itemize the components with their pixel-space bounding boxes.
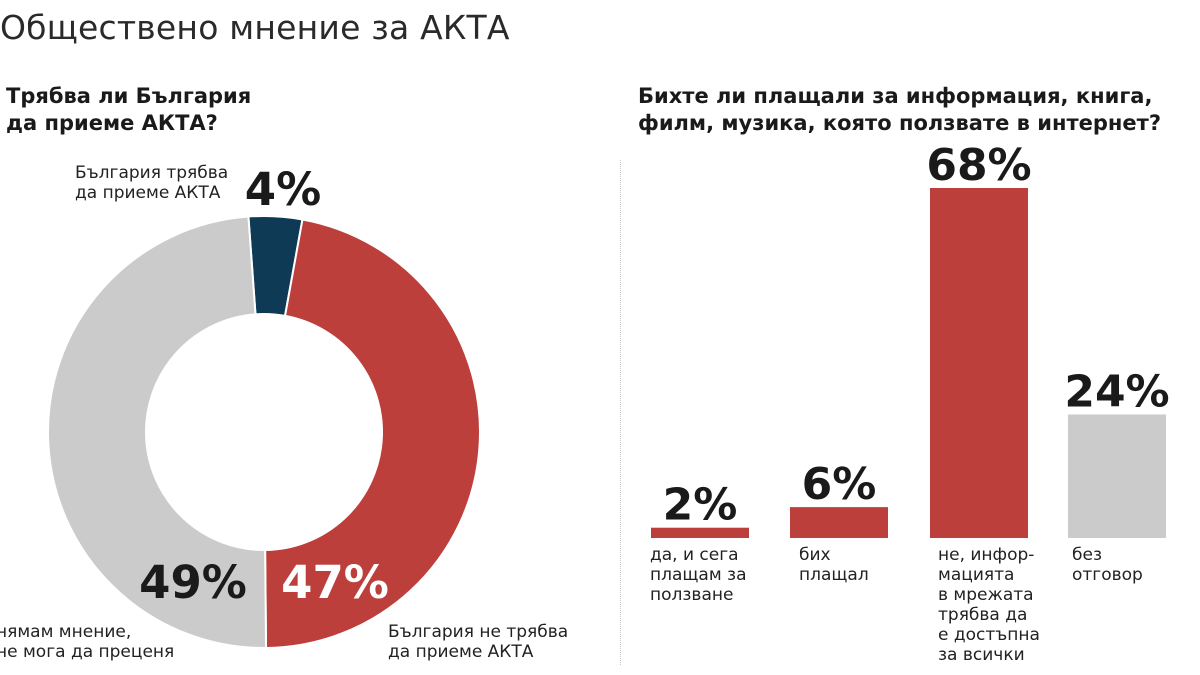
bar-category-4-line-2: отговор	[1072, 565, 1143, 585]
bar-category-1-line-3: ползване	[650, 585, 734, 605]
bar-category-3-line-1: не, инфор-	[938, 545, 1035, 565]
bar-category-3-line-5: е достъпна	[938, 625, 1040, 645]
donut-category-label-no-opinion: нямам мнение, не мога да преценя	[0, 622, 174, 662]
bar-category-2-line-2: плащал	[799, 565, 869, 585]
donut-category-label-yes: България трябва да приеме АКТА	[75, 163, 228, 203]
bar-category-3-line-2: мацията	[938, 565, 1015, 585]
bar-category-1-line-1: да, и сега	[650, 545, 739, 565]
bar-category-label-1: да, и сега плащам за ползване	[650, 545, 747, 605]
donut-slice-no-opinion	[47, 215, 268, 649]
bar-category-label-4: без отговор	[1072, 545, 1143, 585]
donut-category-no-opinion-line-2: не мога да преценя	[0, 642, 175, 662]
donut-question-title: Трябва ли България да приеме АКТА?	[6, 83, 251, 137]
donut-category-yes-line-2: да приеме АКТА	[75, 183, 221, 203]
donut-slice-no	[264, 218, 481, 650]
bar-value-label-3: 68%	[926, 140, 1031, 191]
donut-pct-label-no: 47%	[281, 556, 389, 609]
bar-category-label-2: бих плащал	[799, 545, 869, 585]
section-divider	[620, 160, 621, 665]
donut-question-line-1: Трябва ли България	[6, 84, 252, 108]
donut-category-no-line-1: България не трябва	[388, 622, 569, 642]
bar-category-label-3: не, инфор- мацията в мрежата трябва да е…	[938, 545, 1040, 665]
donut-category-label-no: България не трябва да приеме АКТА	[388, 622, 568, 662]
donut-category-yes-line-1: България трябва	[75, 163, 229, 183]
donut-question-line-2: да приеме АКТА?	[6, 111, 218, 135]
bar-value-label-4: 24%	[1064, 366, 1169, 417]
donut-pct-label-yes: 4%	[245, 163, 321, 216]
bar-category-3-line-6: за всички	[938, 645, 1025, 665]
bar-2	[790, 507, 888, 538]
bar-4	[1068, 414, 1166, 538]
bar-category-3-line-4: трябва да	[938, 605, 1028, 625]
donut-category-no-line-2: да приеме АКТА	[388, 642, 534, 662]
bar-1	[651, 527, 749, 538]
bar-question-line-2: филм, музика, която ползвате в интернет?	[638, 111, 1162, 135]
bar-value-label-1: 2%	[663, 480, 738, 531]
bar-question-line-1: Бихте ли плащали за информация, книга,	[638, 84, 1153, 108]
donut-category-no-opinion-line-1: нямам мнение,	[0, 622, 132, 642]
donut-pct-label-no-opinion: 49%	[139, 556, 247, 609]
bar-category-1-line-2: плащам за	[650, 565, 747, 585]
bar-3	[930, 188, 1028, 538]
bar-category-4-line-1: без	[1072, 545, 1102, 565]
bar-category-3-line-3: в мрежата	[938, 585, 1034, 605]
bar-value-label-2: 6%	[802, 459, 877, 510]
page-title: Обществено мнение за АКТА	[0, 8, 510, 47]
bar-question-title: Бихте ли плащали за информация, книга, ф…	[638, 83, 1161, 137]
bar-category-2-line-1: бих	[799, 545, 831, 565]
